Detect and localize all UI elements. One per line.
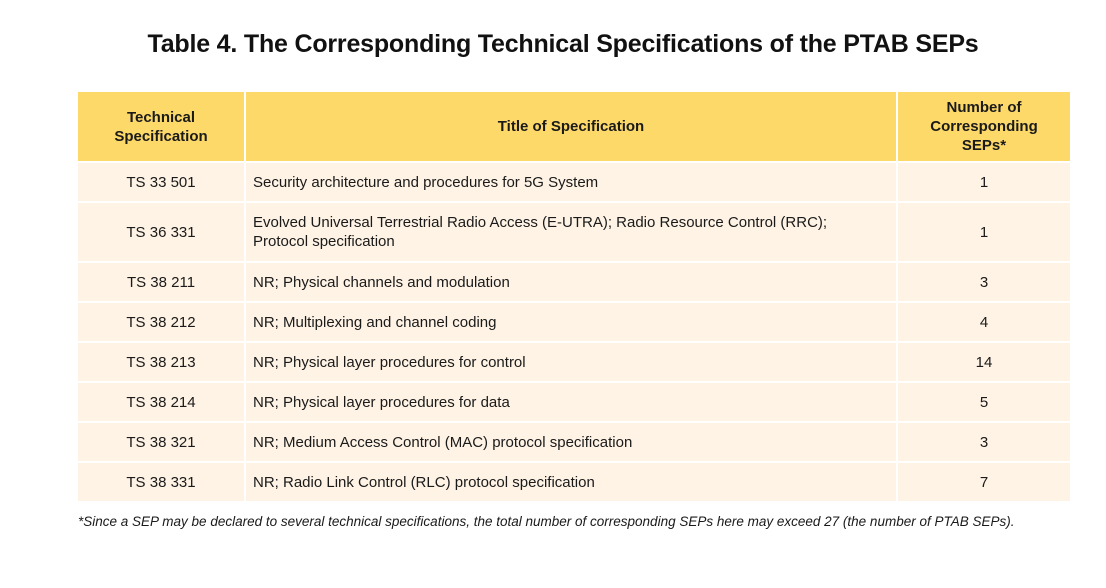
table-row: TS 38 321 NR; Medium Access Control (MAC… bbox=[78, 421, 1070, 462]
spec-cell: TS 33 501 bbox=[78, 161, 246, 202]
title-line1: Evolved Universal Terrestrial Radio Acce… bbox=[253, 214, 828, 231]
header-spec-line1: Technical bbox=[126, 108, 196, 126]
table-row: TS 38 211 NR; Physical channels and modu… bbox=[78, 261, 1070, 302]
title-cell: Security architecture and procedures for… bbox=[245, 161, 898, 202]
count-cell: 4 bbox=[897, 301, 1070, 342]
footnote: *Since a SEP may be declared to several … bbox=[78, 514, 1015, 529]
title-cell: NR; Physical layer procedures for data bbox=[245, 381, 898, 422]
spec-cell: TS 38 212 bbox=[78, 301, 246, 342]
spec-cell: TS 38 211 bbox=[78, 261, 246, 302]
title-cell: NR; Physical layer procedures for contro… bbox=[245, 341, 898, 382]
spec-cell: TS 38 321 bbox=[78, 421, 246, 462]
table-row: TS 36 331 Evolved Universal Terrestrial … bbox=[78, 201, 1070, 262]
spec-cell: TS 38 214 bbox=[78, 381, 246, 422]
count-cell: 7 bbox=[897, 461, 1070, 501]
spec-cell: TS 38 331 bbox=[78, 461, 246, 501]
header-count-line2: Corresponding bbox=[930, 118, 1038, 135]
header-title-of-specification: Title of Specification bbox=[245, 92, 898, 162]
count-cell: 14 bbox=[897, 341, 1070, 382]
table-row: TS 38 214 NR; Physical layer procedures … bbox=[78, 381, 1070, 422]
header-spec-line2: Specification bbox=[114, 127, 208, 145]
title-cell: NR; Multiplexing and channel coding bbox=[245, 301, 898, 342]
page-title: Table 4. The Corresponding Technical Spe… bbox=[147, 30, 979, 58]
header-number-of-seps: Number of Corresponding SEPs* bbox=[897, 92, 1070, 162]
spec-cell: TS 36 331 bbox=[78, 201, 246, 262]
count-cell: 3 bbox=[897, 421, 1070, 462]
table-row: TS 33 501 Security architecture and proc… bbox=[78, 161, 1070, 202]
table-row: TS 38 212 NR; Multiplexing and channel c… bbox=[78, 301, 1070, 342]
title-cell: Evolved Universal Terrestrial Radio Acce… bbox=[245, 201, 898, 262]
spec-table: Technical Specification Title of Specifi… bbox=[78, 92, 1070, 501]
title-cell: NR; Medium Access Control (MAC) protocol… bbox=[245, 421, 898, 462]
title-cell: NR; Physical channels and modulation bbox=[245, 261, 898, 302]
count-cell: 3 bbox=[897, 261, 1070, 302]
count-cell: 5 bbox=[897, 381, 1070, 422]
table-row: TS 38 331 NR; Radio Link Control (RLC) p… bbox=[78, 461, 1070, 501]
table-row: TS 38 213 NR; Physical layer procedures … bbox=[78, 341, 1070, 382]
spec-cell: TS 38 213 bbox=[78, 341, 246, 382]
table-header-row: Technical Specification Title of Specifi… bbox=[78, 92, 1070, 162]
header-count-line3: SEPs* bbox=[961, 137, 1007, 154]
title-cell: NR; Radio Link Control (RLC) protocol sp… bbox=[245, 461, 898, 501]
title-line2: Protocol specification bbox=[253, 233, 395, 250]
count-cell: 1 bbox=[897, 161, 1070, 202]
count-cell: 1 bbox=[897, 201, 1070, 262]
header-count-line1: Number of bbox=[946, 99, 1022, 116]
header-technical-specification: Technical Specification bbox=[78, 92, 246, 162]
